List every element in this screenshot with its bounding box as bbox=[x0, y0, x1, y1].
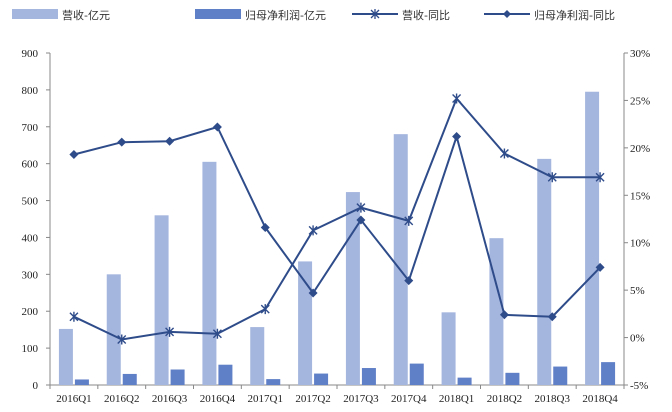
legend-marker-diamond bbox=[503, 10, 511, 18]
x-tick-label: 2017Q2 bbox=[295, 393, 330, 405]
bar-revenue bbox=[250, 327, 265, 385]
legend-marker-asterisk bbox=[370, 9, 380, 19]
bar-net-profit bbox=[601, 362, 616, 385]
x-tick-label: 2018Q4 bbox=[582, 393, 618, 405]
legend: 营收-亿元 归母净利润-亿元 营收-同比 归母净利润-同比 bbox=[12, 8, 615, 22]
bar-net-profit bbox=[170, 369, 185, 385]
x-tick-label: 2017Q4 bbox=[391, 393, 427, 405]
bar-net-profit bbox=[409, 363, 424, 385]
point-diamond bbox=[165, 136, 175, 146]
legend-label-net-profit-yoy: 归母净利润-同比 bbox=[534, 8, 615, 22]
point-diamond bbox=[260, 223, 270, 233]
point-asterisk bbox=[212, 328, 222, 339]
bar-revenue bbox=[537, 158, 552, 385]
x-tick-label: 2016Q2 bbox=[104, 393, 139, 405]
legend-item-revenue: 营收-亿元 bbox=[12, 8, 110, 22]
point-diamond bbox=[308, 288, 318, 298]
point-asterisk bbox=[452, 93, 462, 104]
bar-revenue bbox=[345, 192, 360, 385]
y-left-tick-label: 600 bbox=[22, 159, 39, 171]
y-right-tick-label: 20% bbox=[630, 143, 650, 155]
bar-net-profit bbox=[122, 373, 137, 385]
point-diamond bbox=[404, 276, 414, 286]
plot-area: 0 100 200 300 400 500 600 700 800 900 -5% 0% 5% 10% 15… bbox=[22, 48, 651, 405]
x-tick-label: 2016Q4 bbox=[200, 393, 236, 405]
point-asterisk bbox=[356, 202, 366, 213]
bar-net-profit bbox=[74, 379, 89, 385]
bar-revenue bbox=[489, 238, 504, 385]
point-diamond bbox=[547, 312, 557, 322]
point-diamond bbox=[212, 122, 222, 132]
legend-swatch-net-profit bbox=[195, 9, 241, 19]
legend-swatch-revenue bbox=[12, 9, 58, 19]
bar-revenue bbox=[58, 328, 73, 385]
point-diamond bbox=[595, 262, 605, 272]
point-asterisk bbox=[595, 172, 605, 183]
y-right-tick-label: 10% bbox=[630, 238, 650, 250]
bar-revenue bbox=[106, 274, 121, 385]
bar-revenue bbox=[441, 312, 456, 385]
bar-net-profit bbox=[266, 379, 281, 385]
line-revenue-yoy bbox=[73, 96, 601, 341]
y-left-tick-label: 700 bbox=[22, 122, 39, 134]
x-tick-label: 2017Q3 bbox=[343, 393, 379, 405]
y-left-tick-label: 0 bbox=[33, 380, 39, 392]
bar-net-profit bbox=[314, 373, 329, 385]
point-diamond bbox=[452, 131, 462, 141]
bar-net-profit bbox=[553, 366, 568, 385]
point-asterisk bbox=[69, 311, 79, 322]
y-left-tick-label: 200 bbox=[22, 306, 39, 318]
bar-net-profit bbox=[361, 368, 376, 385]
x-tick-label: 2018Q3 bbox=[535, 393, 571, 405]
y-left-tick-label: 300 bbox=[22, 269, 39, 281]
point-diamond bbox=[356, 215, 366, 225]
y-right-tick-label: 5% bbox=[630, 285, 645, 297]
point-asterisk bbox=[308, 225, 318, 236]
point-diamond bbox=[69, 149, 79, 159]
point-asterisk bbox=[547, 172, 557, 183]
bar-net-profit bbox=[457, 377, 472, 385]
bar-revenue bbox=[298, 261, 313, 385]
y-left-tick-label: 100 bbox=[22, 343, 39, 355]
y-left-tick-label: 900 bbox=[22, 48, 39, 60]
y-left-tick-label: 500 bbox=[22, 196, 39, 208]
y-left-tick-label: 400 bbox=[22, 232, 39, 244]
bar-net-profit bbox=[505, 372, 520, 385]
point-asterisk bbox=[404, 215, 414, 226]
bar-revenue bbox=[393, 134, 408, 385]
point-diamond bbox=[499, 310, 509, 320]
point-asterisk bbox=[499, 148, 509, 159]
legend-item-revenue-yoy: 营收-同比 bbox=[352, 8, 450, 22]
point-asterisk bbox=[117, 334, 127, 345]
x-tick-label: 2018Q2 bbox=[487, 393, 522, 405]
x-tick-label: 2018Q1 bbox=[439, 393, 474, 405]
line-net-profit-yoy bbox=[73, 125, 601, 318]
y-right-tick-label: 15% bbox=[630, 190, 650, 202]
legend-item-net-profit-yoy: 归母净利润-同比 bbox=[484, 8, 615, 22]
legend-label-revenue-yoy: 营收-同比 bbox=[402, 8, 450, 22]
x-tick-label: 2016Q1 bbox=[56, 393, 91, 405]
y-right-tick-label: -5% bbox=[630, 380, 648, 392]
y-right-tick-label: 30% bbox=[630, 48, 650, 60]
y-right-tick-label: 25% bbox=[630, 95, 650, 107]
legend-label-revenue: 营收-亿元 bbox=[62, 8, 110, 22]
x-tick-label: 2017Q1 bbox=[248, 393, 283, 405]
point-diamond bbox=[117, 137, 127, 147]
legend-item-net-profit: 归母净利润-亿元 bbox=[195, 8, 326, 22]
legend-label-net-profit: 归母净利润-亿元 bbox=[245, 8, 326, 22]
point-asterisk bbox=[165, 326, 175, 337]
bar-revenue bbox=[202, 161, 217, 385]
y-left-tick-label: 800 bbox=[22, 85, 39, 97]
x-tick-label: 2016Q3 bbox=[152, 393, 188, 405]
bar-net-profit bbox=[218, 364, 233, 385]
y-right-tick-label: 0% bbox=[630, 333, 645, 345]
bar-revenue bbox=[585, 91, 600, 385]
bar-revenue bbox=[154, 215, 169, 385]
point-asterisk bbox=[260, 304, 270, 315]
